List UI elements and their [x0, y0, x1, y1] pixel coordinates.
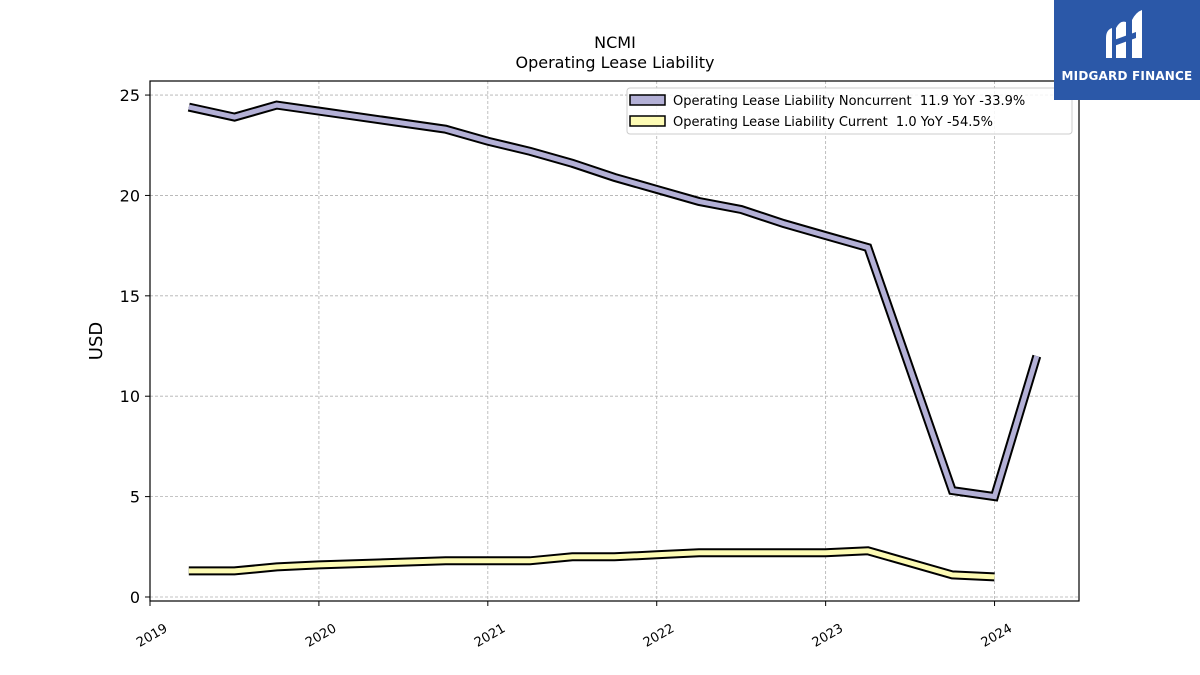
x-tick-label: 2020: [303, 621, 339, 651]
legend-swatch-current: [629, 115, 666, 127]
x-tick-label: 2019: [134, 621, 170, 651]
legend-label-current: Operating Lease Liability Current 1.0 Yo…: [673, 115, 993, 130]
brand-logo: MIDGARD FINANCE: [1054, 0, 1200, 100]
series-line-current: [188, 548, 995, 580]
y-tick-label: 15: [120, 287, 140, 306]
y-tick-label: 20: [120, 186, 140, 205]
legend: Operating Lease Liability Noncurrent 11.…: [626, 87, 1073, 135]
plot-frame: [149, 80, 1080, 602]
series-line-outline-noncurrent: [187, 100, 1042, 502]
y-axis-label: USD: [86, 322, 107, 360]
x-tick-label: 2023: [810, 621, 846, 651]
y-tick-label: 10: [120, 387, 140, 406]
x-tick-label: 2021: [472, 621, 508, 651]
grid-lines: [149, 81, 1079, 601]
chart-subtitle: Operating Lease Liability: [515, 53, 714, 72]
series-line-noncurrent: [188, 102, 1040, 500]
y-tick-label: 5: [130, 488, 140, 507]
y-tick-label: 25: [120, 86, 140, 105]
midgard-logo-icon: [1106, 10, 1142, 59]
x-tick-label: 2022: [641, 621, 677, 651]
series-layer: [187, 100, 1042, 582]
legend-label-noncurrent: Operating Lease Liability Noncurrent 11.…: [673, 94, 1025, 109]
legend-swatch-noncurrent: [629, 94, 666, 106]
brand-logo-text: MIDGARD FINANCE: [1061, 69, 1193, 83]
legend-box: [626, 87, 1073, 135]
chart-title: NCMI: [594, 33, 636, 52]
y-tick-label: 0: [130, 588, 140, 607]
x-tick-label: 2024: [979, 621, 1015, 651]
